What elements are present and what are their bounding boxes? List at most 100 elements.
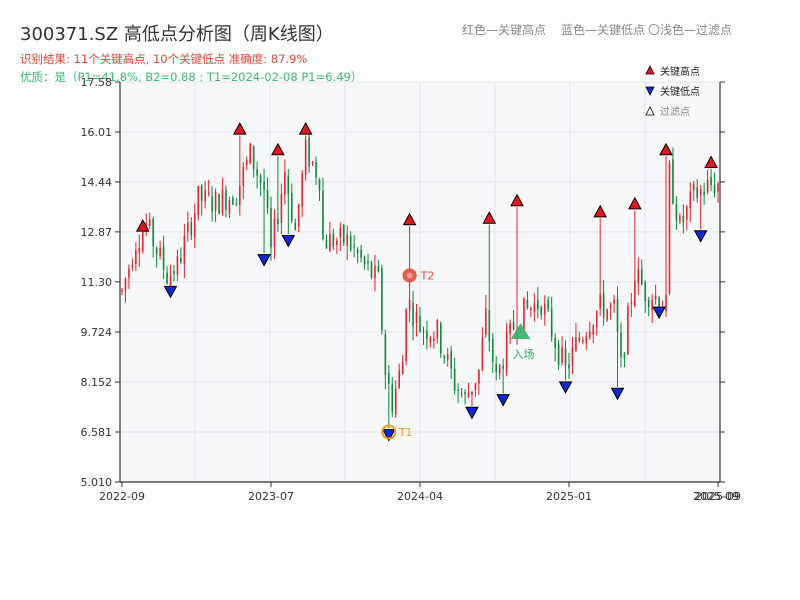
candle-body — [699, 189, 702, 196]
candle-body — [159, 247, 161, 257]
candle-body — [277, 218, 279, 224]
key-high-marker — [402, 212, 417, 226]
candle-body — [433, 338, 435, 342]
key-high-marker — [593, 204, 608, 218]
candle-body — [706, 179, 709, 193]
candle-body — [370, 262, 373, 278]
candle-body — [505, 331, 508, 373]
candle-body — [214, 191, 217, 211]
candle-body — [474, 383, 477, 390]
top-legend-red: 红色—关键高点 — [462, 23, 547, 37]
legend-high-label: 关键高点 — [660, 65, 700, 78]
candle-body — [471, 391, 473, 395]
candle-body — [467, 393, 470, 398]
candle-body — [270, 208, 272, 248]
key-low-marker — [465, 406, 479, 420]
key-low-marker — [610, 387, 625, 401]
candle-body — [166, 272, 168, 284]
candle-body — [412, 302, 414, 327]
entry-marker — [510, 323, 531, 340]
candle-body — [297, 203, 300, 227]
key-low-marker — [381, 429, 396, 442]
top-legend-light: 〇浅色—过滤点 — [648, 23, 733, 37]
candle-body — [322, 190, 324, 239]
x-tick-label-overlap: 2025-09 — [693, 490, 739, 503]
candle-body — [613, 299, 615, 304]
key-low-marker — [257, 254, 271, 267]
x-tick-label: 2025-01 — [546, 490, 592, 503]
candle-body — [609, 305, 612, 309]
candle-body — [342, 225, 345, 243]
candle-body — [273, 218, 276, 248]
candle-body — [128, 268, 130, 278]
annotations: T1 T2 入场 — [381, 268, 534, 440]
candle-body — [540, 307, 543, 315]
candle-body — [263, 181, 265, 190]
candle-body — [249, 143, 252, 164]
candle-body — [148, 219, 151, 226]
candle-body — [304, 139, 307, 175]
candle-body — [523, 297, 525, 331]
candle-body — [207, 192, 210, 194]
candle-body — [554, 337, 556, 349]
key-low-marker — [693, 230, 708, 243]
candle-body — [169, 274, 172, 287]
candle-body — [592, 325, 595, 335]
candle-body — [654, 295, 657, 300]
candle-body — [498, 365, 501, 374]
candle-body — [245, 160, 248, 166]
top-legend-blue: 蓝色—关键低点 — [561, 23, 646, 37]
x-tick-label: 2022-09 — [99, 490, 145, 503]
candle-body — [602, 293, 605, 319]
candle-body — [284, 172, 286, 195]
result-summary: 识别结果: 11个关键高点, 10个关键低点 准确度: 87.9% — [20, 52, 308, 66]
candle-body — [457, 389, 459, 391]
candle-body — [703, 192, 705, 195]
pivot-markers — [135, 122, 718, 442]
candle-body — [287, 175, 290, 195]
candle-body — [353, 246, 355, 248]
candle-body — [290, 193, 293, 221]
candle-body — [204, 189, 206, 202]
candle-body — [190, 221, 193, 236]
candle-body — [391, 383, 394, 413]
candle-body — [488, 309, 491, 342]
candle-body — [176, 256, 179, 275]
key-high-marker — [659, 142, 673, 156]
y-tick-label: 16.01 — [81, 126, 113, 139]
candle-body — [187, 222, 189, 233]
candle-body — [388, 372, 390, 384]
candle-body — [543, 303, 546, 315]
candle-body — [599, 294, 601, 309]
candle-body — [228, 200, 231, 214]
key-high-marker — [510, 193, 524, 207]
candle-body — [256, 169, 258, 176]
candle-body — [561, 347, 563, 363]
y-tick-label: 5.010 — [81, 476, 113, 489]
candle-body — [232, 197, 234, 205]
candle-body — [315, 162, 317, 178]
candle-body — [138, 248, 141, 253]
candle-body — [658, 297, 660, 309]
candle-body — [450, 351, 452, 369]
t2-label: T2 — [420, 269, 435, 282]
axes: 5.010 6.581 8.152 9.724 11.30 12.87 14.44 16.01… — [81, 76, 741, 503]
candle-body — [564, 348, 567, 366]
candle-body — [193, 213, 196, 238]
candle-body — [627, 306, 629, 355]
candle-body — [131, 265, 134, 268]
candle-body — [121, 289, 123, 292]
candle-body — [377, 266, 380, 272]
y-tick-label: 12.87 — [81, 226, 113, 239]
candle-body — [429, 337, 432, 344]
entry-label: 入场 — [512, 347, 534, 361]
candle-body — [242, 166, 245, 187]
candle-body — [485, 308, 487, 335]
candle-body — [221, 189, 224, 214]
candle-body — [557, 344, 560, 366]
candle-body — [408, 300, 411, 310]
candle-body — [155, 247, 158, 255]
candle-body — [218, 194, 220, 214]
candle-body — [630, 302, 633, 304]
candle-body — [526, 299, 529, 308]
